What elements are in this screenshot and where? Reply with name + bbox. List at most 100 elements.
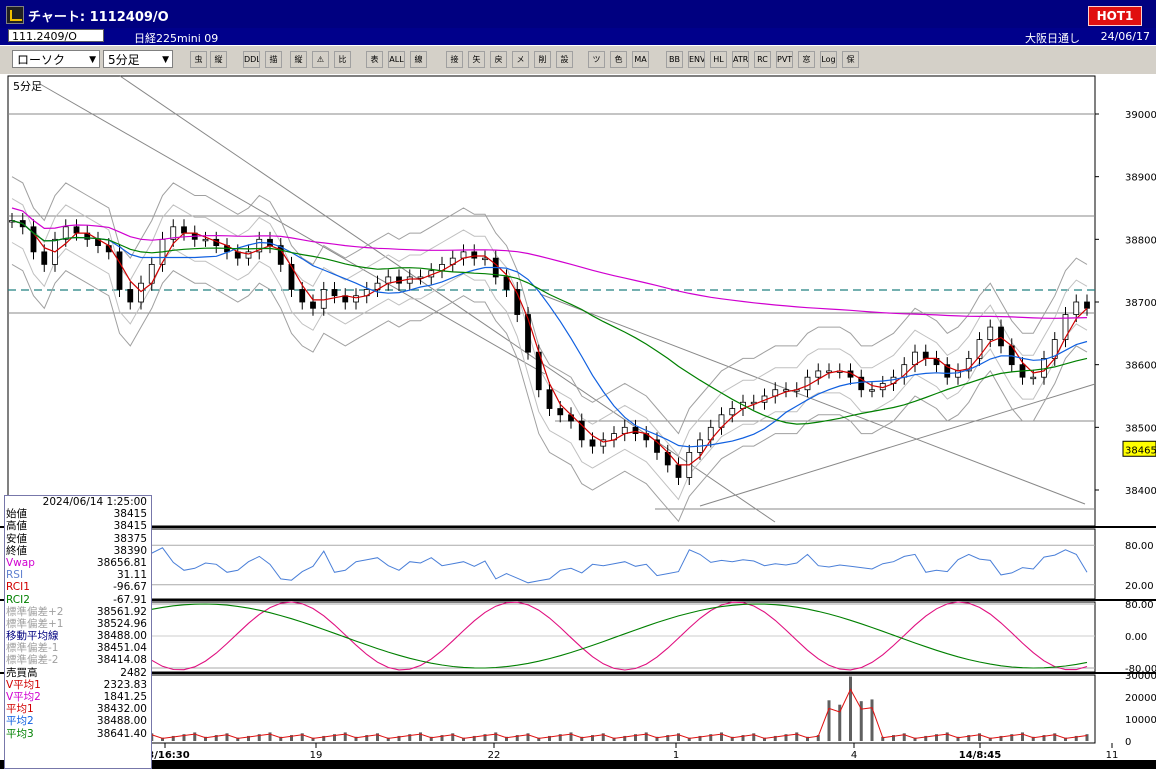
toolbar-button-9[interactable]: 線: [410, 51, 427, 68]
candle-body: [632, 426, 639, 435]
candle-body: [471, 251, 478, 259]
toolbar-button-0[interactable]: 虫眼鏡: [190, 51, 207, 68]
toolbar-button-16[interactable]: ツール: [588, 51, 605, 68]
trend-line: [39, 83, 546, 375]
volume-bar: [870, 699, 874, 741]
candle-body: [525, 314, 531, 353]
volume-bar: [333, 734, 336, 741]
rci-tick-label: 80.00: [1125, 600, 1154, 611]
toolbar-button-17[interactable]: 色: [610, 51, 627, 68]
volume-bar: [741, 735, 745, 741]
toolbar-button-19[interactable]: BB: [666, 51, 683, 68]
toolbar-button-12[interactable]: 戻: [490, 51, 507, 68]
timeframe-label: 5分足: [108, 53, 140, 67]
candle-body: [310, 301, 316, 309]
volume-bar: [687, 737, 691, 741]
toolbar-button-8[interactable]: ALL: [388, 51, 405, 68]
volume-bar: [257, 734, 261, 741]
volume-bar: [806, 736, 809, 741]
toolbar-button-21[interactable]: HL: [710, 51, 727, 68]
volume-bar: [1085, 734, 1089, 741]
volume-bar: [1010, 734, 1014, 741]
info-row: 始値 38415: [5, 508, 151, 520]
candle-body: [396, 276, 402, 284]
info-label: 平均3: [6, 727, 34, 740]
toolbar-button-27[interactable]: 保存: [842, 51, 859, 68]
toolbar-button-13[interactable]: メモ: [512, 51, 529, 68]
candle-body: [73, 226, 80, 234]
chart-area[interactable]: 5分足 39000 38900 38800 38700 38600 38500 38400 38…: [0, 74, 1156, 769]
price-tick-label: 38900: [1125, 173, 1156, 184]
volume-bar: [720, 732, 723, 741]
volume-bar: [268, 732, 272, 741]
rsi-tick-label: 80.00: [1125, 541, 1154, 552]
info-value: 38561.92: [96, 605, 147, 618]
candle-body: [600, 439, 607, 447]
volume-bar: [290, 735, 293, 741]
info-label: 標準偏差+2: [6, 605, 64, 618]
candle-body: [729, 408, 736, 416]
volume-bar: [709, 734, 713, 741]
toolbar-button-1[interactable]: 縦線: [210, 51, 227, 68]
window-title: チャート: 1112409/O: [28, 10, 169, 25]
volume-bar: [698, 735, 702, 741]
toolbar-button-24[interactable]: PVT: [776, 51, 793, 68]
info-label: 売買高: [6, 666, 38, 679]
volume-bar: [386, 737, 390, 741]
info-label: 標準偏差-1: [6, 642, 59, 655]
volume-bar: [849, 676, 852, 741]
volume-bar: [1064, 737, 1067, 741]
toolbar-button-15[interactable]: 設定: [556, 51, 573, 68]
volume-bar: [408, 734, 412, 741]
info-row: 標準偏差+1 38524.96: [5, 618, 151, 630]
info-label: RCI1: [6, 581, 30, 594]
toolbar-button-4[interactable]: 縦横: [290, 51, 307, 68]
toolbar-button-2[interactable]: DDL: [243, 51, 260, 68]
volume-bar: [859, 701, 863, 741]
volume-bar: [376, 733, 379, 741]
vwap-line: [11, 207, 1088, 319]
toolbar-button-5[interactable]: ⚠: [312, 51, 329, 68]
price-chart-canvas[interactable]: 5分足 39000 38900 38800 38700 38600 38500 38400 38…: [0, 74, 1156, 760]
chart-type-select[interactable]: ローソク ▼: [12, 50, 100, 68]
symbol-code-input[interactable]: 111.2409/O: [8, 29, 104, 43]
toolbar-button-3[interactable]: 描: [265, 51, 282, 68]
info-value: -67.91: [113, 593, 147, 606]
candle-body: [815, 370, 822, 378]
volume-bar: [763, 737, 766, 741]
candle-body: [546, 389, 553, 409]
volume-bar: [322, 735, 326, 741]
info-row: 平均3 38641.40: [5, 728, 151, 740]
volume-bar: [580, 736, 584, 741]
info-row: 安値 38375: [5, 533, 151, 545]
toolbar-button-14[interactable]: 削除: [534, 51, 551, 68]
toolbar-button-25[interactable]: 窓: [798, 51, 815, 68]
info-row: 終値 38390: [5, 545, 151, 557]
candle-body: [181, 226, 187, 234]
toolbar-button-23[interactable]: RC: [754, 51, 771, 68]
timeframe-select[interactable]: 5分足 ▼: [103, 50, 173, 68]
toolbar-button-10[interactable]: 接: [446, 51, 463, 68]
volume-bar: [472, 735, 476, 741]
volume-bar: [816, 735, 820, 741]
volume-tick-label: 0: [1125, 737, 1131, 748]
volume-bar: [677, 733, 680, 741]
toolbar-button-7[interactable]: 表: [366, 51, 383, 68]
toolbar-button-18[interactable]: MA: [632, 51, 649, 68]
bollinger-lower2: [11, 263, 1088, 523]
volume-bar: [214, 735, 218, 741]
rci-tick-label: -80.00: [1125, 664, 1156, 675]
toolbar-button-22[interactable]: ATR: [732, 51, 749, 68]
info-row: 標準偏差-1 38451.04: [5, 642, 151, 654]
toolbar-button-11[interactable]: 矢: [468, 51, 485, 68]
toolbar-button-6[interactable]: 比較: [334, 51, 351, 68]
info-row: 高値 38415: [5, 520, 151, 532]
volume-bar: [902, 733, 906, 741]
toolbar-button-26[interactable]: Log: [820, 51, 837, 68]
candle-body: [202, 238, 209, 242]
hot-button[interactable]: HOT1: [1088, 6, 1142, 26]
candle-body: [138, 282, 144, 303]
toolbar-button-20[interactable]: ENV: [688, 51, 705, 68]
data-info-panel: 2024/06/14 1:25:00 始値 38415 高値 38415 安値 38375…: [4, 495, 152, 769]
info-label: 終値: [6, 544, 27, 557]
